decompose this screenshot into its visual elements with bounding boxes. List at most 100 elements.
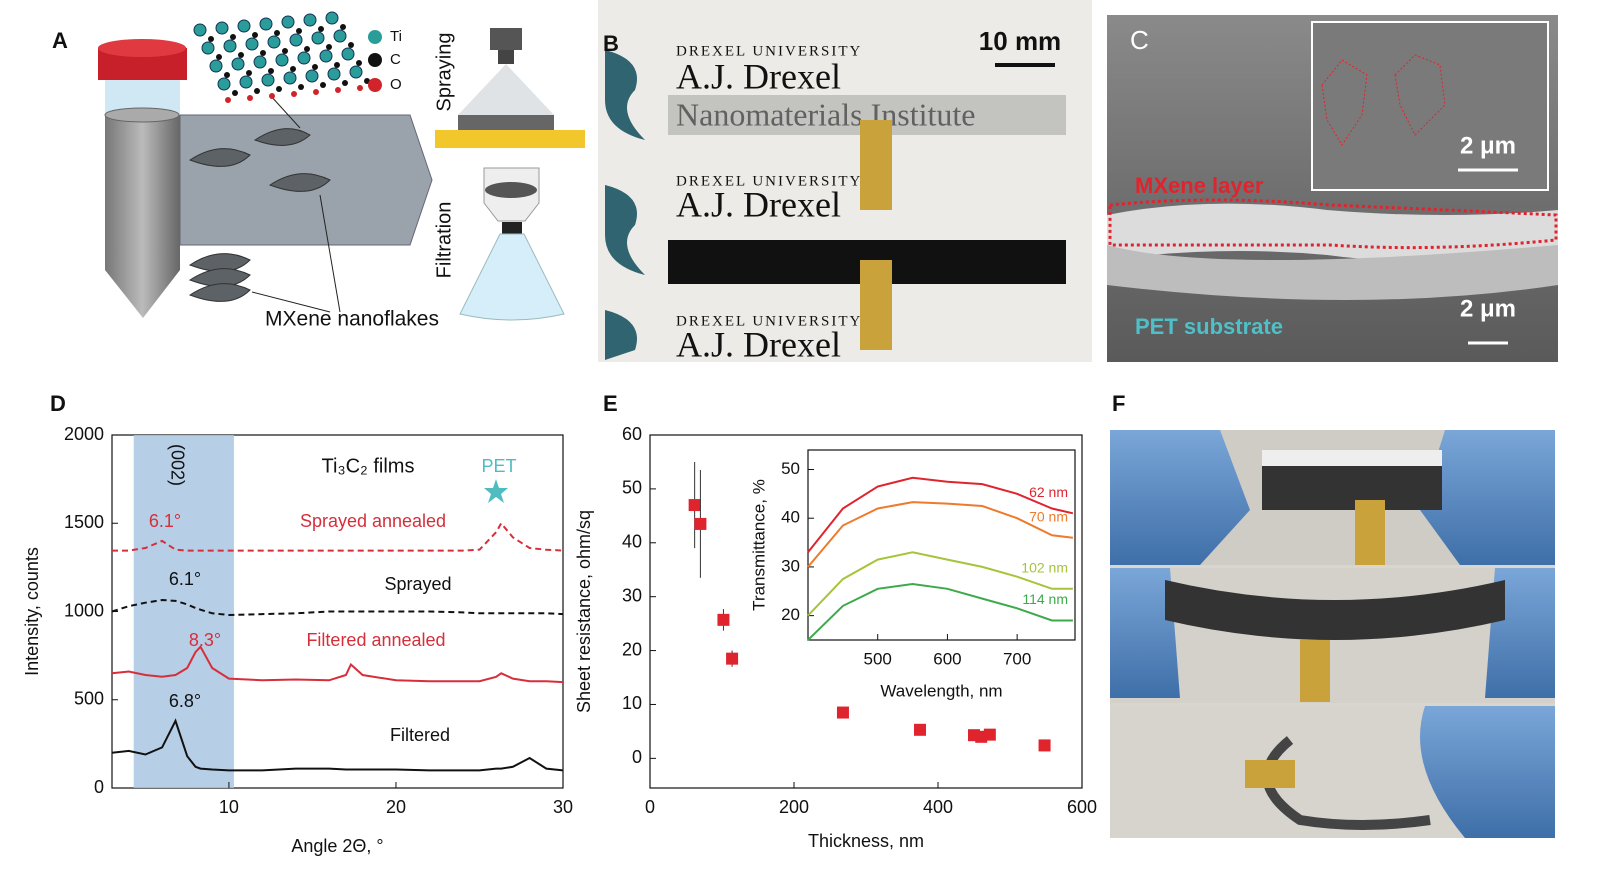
- pointer: [319, 194, 341, 313]
- atom: [269, 93, 275, 99]
- print-text: DREXEL UNIVERSITY: [676, 173, 862, 189]
- point: [914, 723, 926, 736]
- atom: [326, 44, 332, 50]
- atom: [296, 28, 302, 34]
- series-label: Sprayed: [384, 574, 451, 594]
- outline: [1108, 198, 1558, 250]
- atom: [223, 39, 237, 53]
- glove: [1110, 568, 1555, 698]
- lattice: [193, 11, 370, 103]
- atom: [297, 51, 311, 65]
- x-tick-label: 500: [864, 649, 892, 668]
- atom: [335, 87, 341, 93]
- connector: [1245, 760, 1295, 788]
- atom: [304, 46, 310, 52]
- point: [983, 728, 996, 741]
- atom: [267, 35, 281, 49]
- atom: [318, 26, 324, 32]
- star-marker: [484, 479, 508, 503]
- y-axis-title: Transmittance, %: [749, 479, 768, 611]
- cap-top: [98, 39, 186, 57]
- y-tick-label: 30: [781, 556, 800, 575]
- panel-c: C MXene layer PET substrate 2 μm 2 μm: [1107, 15, 1558, 362]
- dragon: [605, 310, 637, 360]
- chart-title: Ti₃C₂ films: [322, 455, 415, 477]
- point: [726, 652, 739, 665]
- y-tick-label: 40: [781, 508, 800, 527]
- series-label: 70 nm: [1029, 508, 1068, 524]
- dragon: [605, 50, 645, 140]
- x-axis-title: Angle 2Θ, °: [291, 836, 383, 856]
- atom: [245, 37, 259, 51]
- atom: [305, 69, 319, 83]
- connector: [860, 260, 892, 350]
- pointer: [269, 94, 301, 129]
- marker-label: PET: [481, 456, 516, 476]
- connector: [1300, 640, 1330, 702]
- atom: [260, 50, 266, 56]
- x-axis-title: Wavelength, nm: [880, 681, 1002, 700]
- atom: [320, 82, 326, 88]
- legend-label: Ti: [390, 28, 402, 45]
- flake: [188, 283, 251, 302]
- atom: [342, 80, 348, 86]
- flake: [188, 148, 251, 167]
- atom: [216, 54, 222, 60]
- legend-label: O: [390, 76, 402, 93]
- legend-dot: [368, 78, 382, 92]
- atom: [275, 53, 289, 67]
- panel-label: B: [603, 31, 619, 56]
- atom: [349, 65, 363, 79]
- point: [836, 706, 849, 719]
- label: MXene layer: [1135, 173, 1264, 198]
- tube-rim: [104, 107, 180, 123]
- atom: [254, 88, 260, 94]
- panel-label: F: [1112, 391, 1125, 416]
- atom: [341, 47, 355, 61]
- print-text: Nanomaterials Institute: [676, 96, 975, 132]
- atom: [230, 34, 236, 40]
- nozzle: [498, 50, 514, 64]
- panel-label: D: [50, 391, 66, 416]
- atom: [303, 13, 317, 27]
- line: [112, 521, 564, 552]
- spray: [458, 64, 554, 115]
- y-tick-label: 500: [74, 689, 104, 709]
- line: [807, 551, 1073, 617]
- series-label: 62 nm: [1029, 484, 1068, 500]
- atom: [261, 73, 275, 87]
- x-tick-label: 30: [553, 797, 573, 817]
- series-label: Sprayed annealed: [300, 511, 446, 531]
- atom: [231, 57, 245, 71]
- plot-frame: [649, 434, 1083, 789]
- line: [807, 582, 1073, 641]
- x-tick-label: 10: [219, 797, 239, 817]
- x-axis-title: Thickness, nm: [808, 831, 924, 851]
- line: [807, 501, 1074, 568]
- y-tick-label: 0: [94, 777, 104, 797]
- y-tick-label: 50: [781, 459, 800, 478]
- atom: [239, 75, 253, 89]
- clamp: [502, 222, 522, 234]
- atom: [238, 52, 244, 58]
- x-tick-label: 0: [645, 797, 655, 817]
- y-tick-label: 20: [781, 605, 800, 624]
- atom: [215, 21, 229, 35]
- panel-label: C: [1130, 25, 1149, 55]
- atom: [283, 71, 297, 85]
- photo: [598, 0, 1092, 362]
- atom: [282, 48, 288, 54]
- pointer: [251, 291, 331, 313]
- atom: [298, 84, 304, 90]
- atom: [333, 29, 347, 43]
- atom: [252, 32, 258, 38]
- peak-label: 6.1°: [169, 569, 201, 589]
- atom: [312, 64, 318, 70]
- atom: [357, 85, 363, 91]
- atom: [193, 23, 207, 37]
- ruler: [1262, 450, 1442, 466]
- atom: [232, 90, 238, 96]
- atom: [217, 77, 231, 91]
- x-tick-label: 400: [923, 797, 953, 817]
